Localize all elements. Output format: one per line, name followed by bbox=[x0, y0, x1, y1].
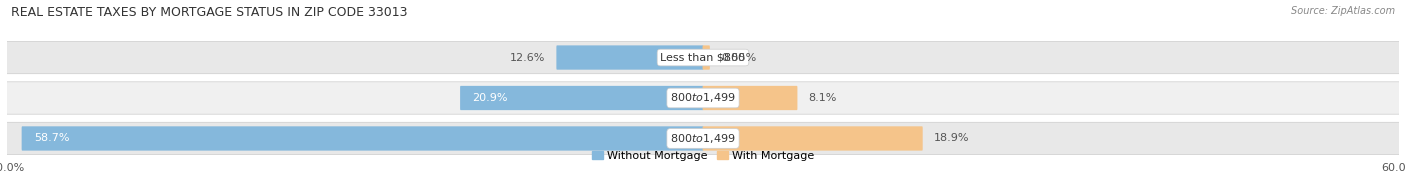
Text: 0.55%: 0.55% bbox=[721, 53, 756, 63]
Text: $800 to $1,499: $800 to $1,499 bbox=[671, 92, 735, 104]
FancyBboxPatch shape bbox=[703, 126, 922, 151]
Text: 18.9%: 18.9% bbox=[934, 133, 969, 143]
Text: 8.1%: 8.1% bbox=[808, 93, 837, 103]
Text: Less than $800: Less than $800 bbox=[661, 53, 745, 63]
FancyBboxPatch shape bbox=[703, 45, 710, 70]
Text: Source: ZipAtlas.com: Source: ZipAtlas.com bbox=[1291, 6, 1395, 16]
Text: 12.6%: 12.6% bbox=[510, 53, 546, 63]
Text: REAL ESTATE TAXES BY MORTGAGE STATUS IN ZIP CODE 33013: REAL ESTATE TAXES BY MORTGAGE STATUS IN … bbox=[11, 6, 408, 19]
Text: 58.7%: 58.7% bbox=[34, 133, 69, 143]
FancyBboxPatch shape bbox=[7, 122, 1399, 155]
Text: 20.9%: 20.9% bbox=[472, 93, 508, 103]
FancyBboxPatch shape bbox=[7, 82, 1399, 114]
FancyBboxPatch shape bbox=[21, 126, 703, 151]
FancyBboxPatch shape bbox=[703, 86, 797, 110]
FancyBboxPatch shape bbox=[557, 45, 703, 70]
Legend: Without Mortgage, With Mortgage: Without Mortgage, With Mortgage bbox=[588, 146, 818, 165]
Text: $800 to $1,499: $800 to $1,499 bbox=[671, 132, 735, 145]
FancyBboxPatch shape bbox=[460, 86, 703, 110]
FancyBboxPatch shape bbox=[7, 41, 1399, 74]
